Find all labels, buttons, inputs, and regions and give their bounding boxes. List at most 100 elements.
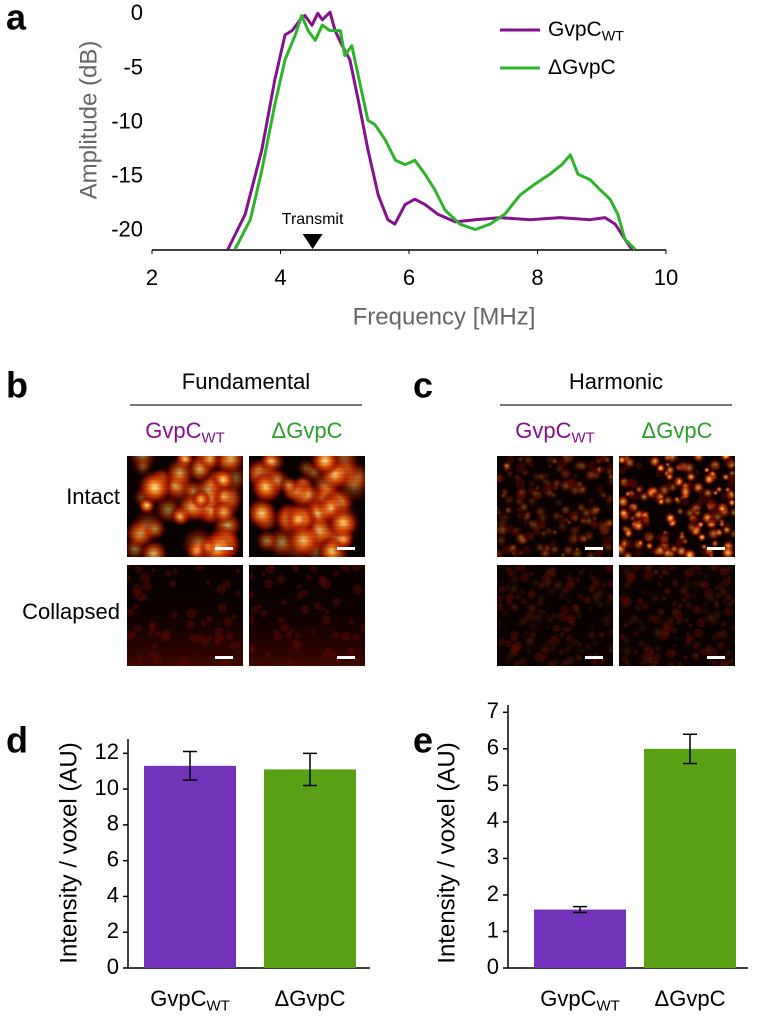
speckle: [513, 660, 520, 666]
speckle: [684, 593, 691, 600]
speckle: [527, 487, 535, 495]
panel-title: Fundamental: [182, 369, 310, 394]
speckle: [619, 495, 630, 509]
speckle: [619, 633, 625, 640]
panel-letter: d: [6, 720, 28, 761]
speckle: [528, 571, 534, 577]
speckle: [600, 491, 609, 500]
speckle: [169, 580, 177, 588]
speckle: [292, 641, 302, 651]
speckle: [605, 626, 613, 638]
speckle: [641, 602, 649, 610]
speckle: [249, 497, 278, 530]
speckle: [594, 506, 602, 514]
speckle: [677, 603, 683, 609]
speckle: [654, 644, 662, 653]
speckle: [712, 464, 718, 470]
speckle: [552, 624, 560, 632]
speckle: [204, 635, 213, 643]
speckle: [513, 474, 519, 480]
speckle: [314, 602, 322, 610]
speckle: [134, 565, 143, 574]
speckle: [640, 516, 649, 525]
speckle: [542, 646, 550, 655]
speckle: [603, 644, 611, 651]
speckle: [527, 518, 542, 532]
speckle: [673, 478, 679, 484]
speckle: [672, 634, 681, 643]
speckle: [222, 580, 231, 589]
y-tick-label: 12: [95, 739, 119, 764]
speckle: [321, 652, 327, 658]
speckle: [604, 565, 613, 573]
speckle: [681, 498, 689, 507]
speckle: [673, 496, 681, 503]
speckle: [507, 572, 513, 577]
speckle: [720, 621, 726, 627]
speckle: [621, 656, 628, 663]
speckle: [127, 608, 135, 617]
speckle: [574, 479, 584, 489]
speckle: [599, 466, 606, 473]
speckle: [546, 462, 554, 470]
speckle: [566, 627, 572, 632]
speckle: [566, 577, 576, 586]
speckle: [533, 528, 540, 536]
y-tick-label: 2: [107, 918, 119, 943]
speckle: [255, 529, 279, 553]
speckle: [151, 568, 156, 573]
row-label: Collapsed: [22, 599, 120, 624]
speckle: [545, 613, 550, 618]
scale-bar: [707, 547, 725, 550]
y-tick-label: -20: [111, 216, 143, 241]
column-label-main: GvpC: [515, 418, 571, 443]
speckle: [706, 526, 721, 541]
y-tick-label: -10: [111, 108, 143, 133]
y-tick-label: 2: [487, 881, 499, 906]
speckle: [143, 517, 167, 541]
speckle: [178, 656, 189, 666]
speckle: [504, 639, 513, 648]
speckle: [722, 554, 727, 557]
speckle: [497, 533, 508, 547]
x-tick-label: 10: [654, 265, 678, 290]
speckle: [660, 542, 670, 552]
speckle: [512, 547, 522, 557]
panel-letter: e: [413, 720, 433, 761]
bar: [644, 748, 736, 968]
speckle: [294, 632, 301, 639]
y-tick-label: 8: [107, 811, 119, 836]
speckle: [661, 533, 668, 540]
speckle: [687, 576, 702, 591]
speckle: [317, 536, 346, 557]
speckle: [541, 484, 551, 494]
speckle: [510, 602, 521, 613]
speckle: [265, 652, 271, 658]
speckle: [285, 522, 322, 557]
y-axis-label: Amplitude (dB): [75, 41, 102, 200]
speckle: [638, 641, 644, 647]
speckle: [497, 550, 503, 557]
speckle: [585, 550, 597, 557]
column-label-main: GvpC: [145, 418, 201, 443]
y-tick-label: 6: [107, 846, 119, 871]
speckle: [509, 573, 521, 585]
y-tick-label: -5: [123, 54, 143, 79]
speckle: [652, 568, 660, 576]
speckle: [155, 631, 162, 638]
column-label-sub: WT: [572, 430, 595, 447]
speckle: [670, 579, 681, 589]
x-tick-label: 4: [274, 265, 286, 290]
speckle: [599, 632, 606, 638]
y-tick-label: 0: [131, 0, 143, 25]
speckle: [655, 606, 667, 618]
speckle: [225, 632, 234, 641]
speckle: [520, 572, 530, 582]
speckle: [517, 511, 526, 520]
speckle: [235, 568, 240, 573]
speckle: [627, 571, 637, 581]
y-tick-label: 0: [487, 954, 499, 979]
speckle: [634, 549, 642, 557]
speckle: [597, 485, 604, 493]
speckle: [571, 636, 581, 647]
